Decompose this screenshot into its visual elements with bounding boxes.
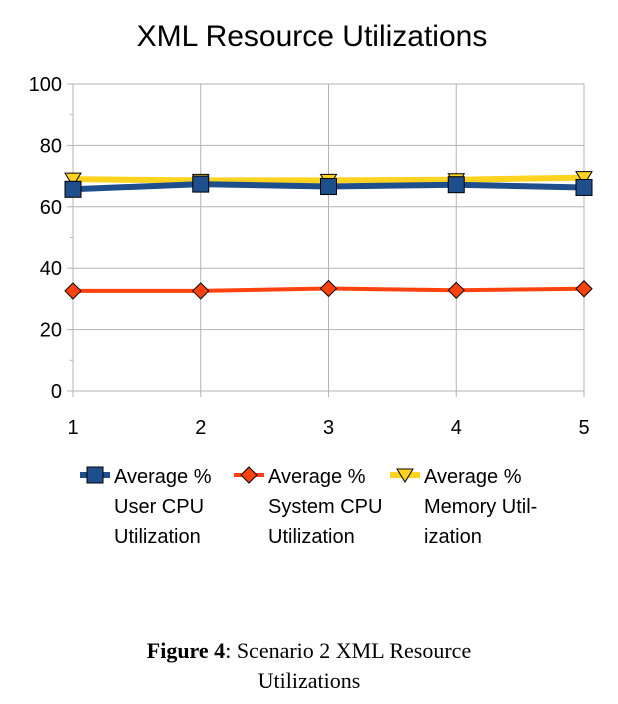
caption-line-2: Utilizations: [257, 668, 361, 693]
figure-caption: Figure 4: Scenario 2 XML Resource Utiliz…: [0, 636, 618, 696]
chart-axes: [67, 83, 585, 397]
series-0: [64, 175, 593, 198]
legend-marker-swatch: [86, 466, 104, 484]
legend-label: Average %: [268, 466, 366, 488]
legend-label: Average %: [114, 466, 212, 488]
y-tick-label: 80: [40, 135, 62, 157]
legend-item-1: Average % System CPU Utilization: [234, 466, 382, 548]
series-1: [64, 279, 593, 300]
data-point: [64, 180, 82, 198]
caption-text-line-1: Scenario 2 XML Resource: [231, 638, 472, 663]
legend-marker-swatch: [396, 468, 414, 483]
line-chart: XML Resource Utilizations 0 20 40 60 80 100 1…: [29, 20, 593, 548]
y-tick-label: 60: [40, 197, 62, 219]
x-axis-ticks: 1 2 3 4 5: [67, 417, 589, 439]
plot-area-border: [72, 83, 585, 392]
chart-title: XML Resource Utilizations: [137, 20, 488, 53]
y-tick-label: 100: [29, 74, 62, 96]
data-point: [575, 280, 593, 298]
data-point: [319, 279, 338, 298]
legend-item-2: Average % Memory Util-ization: [390, 466, 537, 548]
data-point: [64, 172, 82, 188]
legend-label: User CPU: [114, 496, 204, 518]
data-point: [447, 281, 465, 300]
data-point: [447, 176, 465, 194]
legend-label: Memory Util-: [424, 496, 537, 518]
data-point: [64, 282, 82, 300]
legend-marker-swatch: [240, 466, 258, 484]
data-point: [192, 282, 210, 300]
x-tick-label: 3: [323, 417, 334, 439]
chart-legend: Average % User CPU Utilization Average % Sys…: [80, 466, 537, 548]
y-tick-label: 20: [40, 320, 62, 342]
chart-series: [64, 171, 593, 300]
x-tick-label: 2: [195, 417, 206, 439]
x-tick-label: 1: [67, 417, 78, 439]
y-tick-label: 40: [40, 258, 62, 280]
x-tick-label: 4: [451, 417, 462, 439]
legend-label: System CPU: [268, 496, 382, 518]
data-point: [192, 175, 210, 193]
legend-label: ization: [424, 526, 482, 548]
caption-label: Figure 4: [146, 638, 226, 663]
y-axis-ticks: 0 20 40 60 80 100: [29, 74, 62, 403]
caption-line-1: Figure 4: Scenario 2 XML Resource: [0, 636, 618, 666]
caption-separator: :: [225, 638, 232, 663]
legend-label: Average %: [424, 466, 522, 488]
legend-label: Utilization: [114, 526, 201, 548]
data-point: [575, 178, 593, 196]
x-tick-label: 5: [578, 417, 589, 439]
data-point: [320, 178, 337, 196]
chart-gridlines: [72, 83, 585, 392]
legend-item-0: Average % User CPU Utilization: [80, 466, 212, 548]
legend-label: Utilization: [268, 526, 355, 548]
data-point: [575, 171, 593, 186]
y-tick-label: 0: [51, 381, 62, 403]
